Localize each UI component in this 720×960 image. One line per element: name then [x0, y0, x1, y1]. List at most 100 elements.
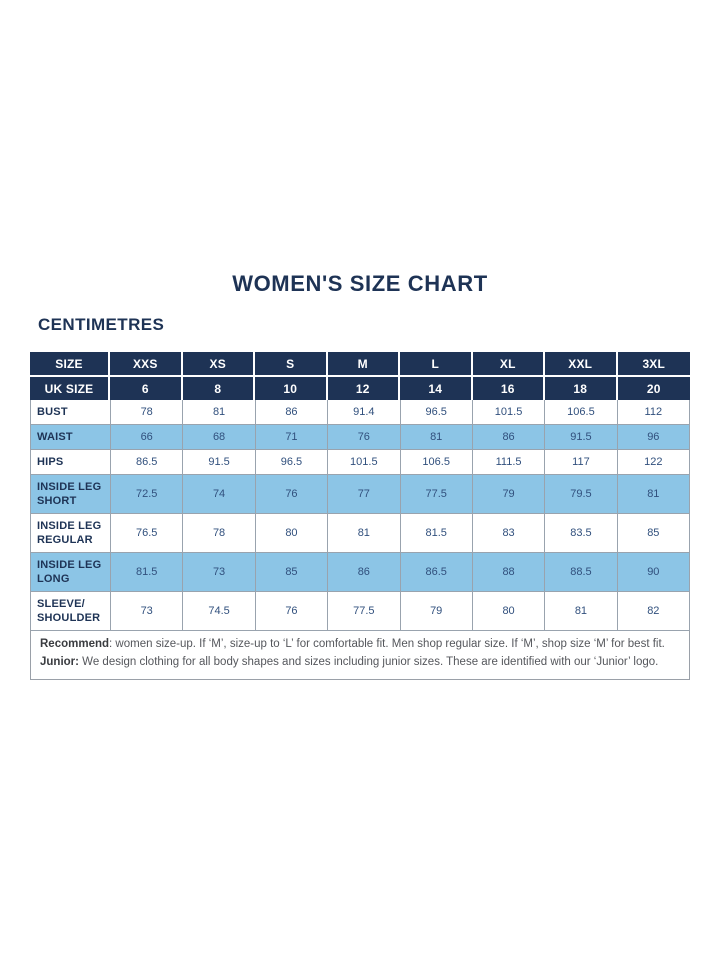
header-row-label: SIZE [30, 352, 110, 377]
measurement-cell: 66 [111, 425, 184, 450]
column-header: 20 [617, 377, 690, 400]
units-label: CENTIMETRES [38, 315, 165, 334]
measurement-cell: 91.5 [183, 450, 256, 475]
table-row: INSIDE LEG LONG 81.5 73 85 86 86.5 88 88.5 90 [31, 553, 690, 592]
measurement-cell: 81 [545, 592, 618, 631]
table-row: INSIDE LEG SHORT 72.5 74 76 77 77.5 79 79.5 81 [31, 475, 690, 514]
row-label: WAIST [31, 425, 111, 450]
column-header: 10 [255, 377, 328, 400]
measurement-cell: 77 [328, 475, 401, 514]
column-header: 12 [327, 377, 400, 400]
table-row: HIPS 86.5 91.5 96.5 101.5 106.5 111.5 117 122 [31, 450, 690, 475]
measurement-cell: 112 [617, 400, 690, 425]
column-header: XS [182, 352, 255, 377]
measurement-cell: 80 [255, 514, 329, 553]
measurement-cell: 96.5 [400, 400, 473, 425]
measurement-cell: 85 [617, 514, 690, 553]
page-title: WOMEN'S SIZE CHART [232, 271, 488, 296]
footer-junior-text: We design clothing for all body shapes a… [78, 655, 659, 668]
measurement-cell: 111.5 [472, 450, 546, 475]
size-table-header: SIZE XXS XS S M L XL XXL 3XL UK SIZE 6 8 10 12 14 16 18 2… [30, 352, 690, 400]
measurement-cell: 78 [111, 400, 184, 425]
column-header: S [255, 352, 328, 377]
measurement-cell: 86 [255, 400, 329, 425]
size-table-body: BUST 78 81 86 91.4 96.5 101.5 106.5 112 WAIST 66 68… [30, 400, 690, 631]
measurement-cell: 83.5 [545, 514, 618, 553]
measurement-cell: 68 [183, 425, 256, 450]
measurement-cell: 76 [255, 592, 329, 631]
measurement-cell: 122 [617, 450, 690, 475]
header-row: SIZE XXS XS S M L XL XXL 3XL [30, 352, 690, 377]
header-row: UK SIZE 6 8 10 12 14 16 18 20 [30, 377, 690, 400]
measurement-cell: 73 [183, 553, 256, 592]
measurement-cell: 85 [255, 553, 329, 592]
row-label: INSIDE LEG LONG [31, 553, 111, 592]
measurement-cell: 86 [472, 425, 546, 450]
measurement-cell: 96 [617, 425, 690, 450]
measurement-cell: 78 [183, 514, 256, 553]
row-label: BUST [31, 400, 111, 425]
size-table: SIZE XXS XS S M L XL XXL 3XL UK SIZE 6 8 10 12 14 16 18 2… [30, 352, 690, 680]
measurement-cell: 91.4 [328, 400, 401, 425]
table-row: SLEEVE/​SHOULDER 73 74.5 76 77.5 79 80 81 82 [31, 592, 690, 631]
measurement-cell: 106.5 [400, 450, 473, 475]
measurement-cell: 76 [255, 475, 329, 514]
table-row: INSIDE LEG REGULAR 76.5 78 80 81 81.5 83 83.5 85 [31, 514, 690, 553]
measurement-cell: 74 [183, 475, 256, 514]
header-row-label: UK SIZE [30, 377, 110, 400]
measurement-cell: 86 [328, 553, 401, 592]
measurement-cell: 106.5 [545, 400, 618, 425]
measurement-cell: 86.5 [111, 450, 184, 475]
measurement-cell: 81 [400, 425, 473, 450]
footer-recommend-label: Recommend [40, 638, 110, 650]
column-header: 3XL [617, 352, 690, 377]
footer-line-junior: Junior: We design clothing for all body … [40, 654, 680, 672]
footer-line-recommend: Recommend: women size-up. If ‘M’, size-u… [40, 636, 680, 654]
measurement-cell: 86.5 [400, 553, 473, 592]
row-label: INSIDE LEG SHORT [31, 475, 111, 514]
row-label: INSIDE LEG REGULAR [31, 514, 111, 553]
column-header: 18 [545, 377, 618, 400]
measurement-cell: 88 [472, 553, 546, 592]
measurement-cell: 72.5 [111, 475, 184, 514]
measurement-cell: 96.5 [255, 450, 329, 475]
measurement-cell: 71 [255, 425, 329, 450]
column-header: 6 [110, 377, 183, 400]
measurement-cell: 73 [111, 592, 184, 631]
footer-junior-label: Junior: [40, 655, 79, 668]
measurement-cell: 101.5 [328, 450, 401, 475]
column-header: XXS [110, 352, 183, 377]
table-row: WAIST 66 68 71 76 81 86 91.5 96 [31, 425, 690, 450]
column-header: 16 [472, 377, 545, 400]
measurement-cell: 79 [472, 475, 546, 514]
table-row: BUST 78 81 86 91.4 96.5 101.5 106.5 112 [31, 400, 690, 425]
column-header: 14 [400, 377, 473, 400]
measurement-cell: 79.5 [545, 475, 618, 514]
measurement-cell: 83 [472, 514, 546, 553]
measurement-cell: 80 [472, 592, 546, 631]
measurement-cell: 82 [617, 592, 690, 631]
column-header: 8 [182, 377, 255, 400]
row-label: HIPS [31, 450, 111, 475]
measurement-cell: 79 [400, 592, 473, 631]
measurement-cell: 81 [328, 514, 401, 553]
row-label: SLEEVE/​SHOULDER [31, 592, 111, 631]
column-header: XXL [545, 352, 618, 377]
measurement-cell: 101.5 [472, 400, 546, 425]
column-header: M [327, 352, 400, 377]
measurement-cell: 74.5 [183, 592, 256, 631]
measurement-cell: 76 [328, 425, 401, 450]
measurement-cell: 81 [183, 400, 256, 425]
measurement-cell: 77.5 [400, 475, 473, 514]
measurement-cell: 81 [617, 475, 690, 514]
measurement-cell: 81.5 [400, 514, 473, 553]
measurement-cell: 77.5 [328, 592, 401, 631]
measurement-cell: 76.5 [111, 514, 184, 553]
measurement-cell: 117 [545, 450, 618, 475]
measurement-cell: 90 [617, 553, 690, 592]
footer-note: Recommend: women size-up. If ‘M’, size-u… [30, 630, 690, 680]
measurement-cell: 88.5 [545, 553, 618, 592]
measurement-cell: 81.5 [111, 553, 184, 592]
column-header: L [400, 352, 473, 377]
